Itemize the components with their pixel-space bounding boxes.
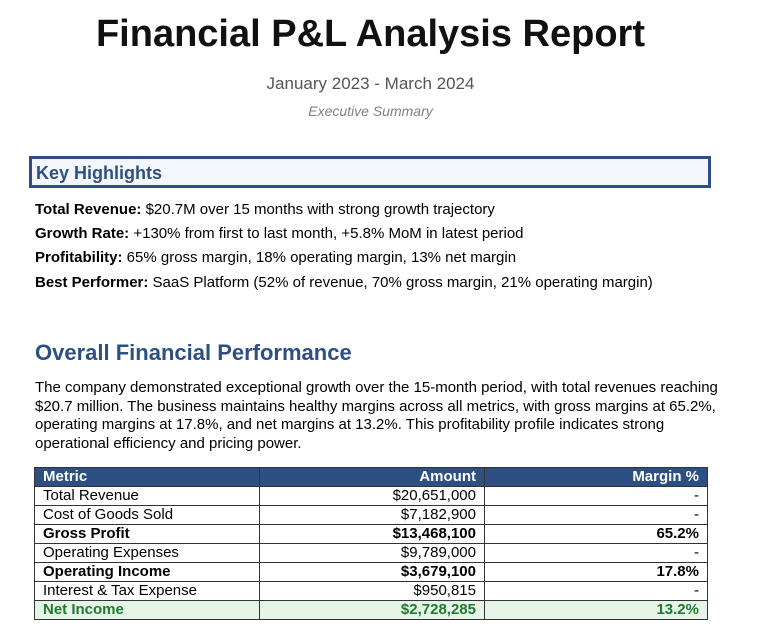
- table-row-net-income: Net Income $2,728,285 13.2%: [34, 600, 708, 620]
- amount-cell: $9,789,000: [259, 543, 485, 563]
- margin-cell: -: [484, 505, 708, 525]
- highlight-label: Best Performer:: [35, 274, 149, 291]
- metric-cell: Gross Profit: [34, 524, 260, 544]
- report-period: January 2023 - March 2024: [266, 74, 475, 93]
- table-row: Gross Profit $13,468,100 65.2%: [34, 524, 708, 544]
- highlight-profitability: Profitability: 65% gross margin, 18% ope…: [35, 248, 715, 267]
- highlight-text: 65% gross margin, 18% operating margin, …: [122, 249, 517, 266]
- section-title-performance: Overall Financial Performance: [35, 340, 352, 365]
- metric-cell: Interest & Tax Expense: [34, 581, 260, 601]
- metric-cell: Operating Expenses: [34, 543, 260, 563]
- margin-cell: 17.8%: [484, 562, 708, 582]
- amount-cell: $950,815: [259, 581, 485, 601]
- report-title: Financial P&L Analysis Report: [95, 13, 646, 55]
- amount-cell: $13,468,100: [259, 524, 485, 544]
- column-header-margin: Margin %: [484, 467, 708, 487]
- margin-cell: -: [484, 543, 708, 563]
- table-header-row: Metric Amount Margin %: [34, 467, 708, 487]
- table-row: Total Revenue $20,651,000 -: [34, 486, 708, 506]
- table-row: Interest & Tax Expense $950,815 -: [34, 581, 708, 601]
- highlight-text: SaaS Platform (52% of revenue, 70% gross…: [148, 274, 653, 291]
- key-highlights-title: Key Highlights: [36, 163, 163, 183]
- column-header-amount: Amount: [259, 467, 485, 487]
- highlight-text: $20.7M over 15 months with strong growth…: [141, 201, 495, 218]
- margin-cell: 13.2%: [484, 600, 708, 620]
- table-row: Cost of Goods Sold $7,182,900 -: [34, 505, 708, 525]
- margin-cell: 65.2%: [484, 524, 708, 544]
- key-highlights-header: Key Highlights: [29, 156, 711, 188]
- amount-cell: $2,728,285: [259, 600, 485, 620]
- highlight-label: Profitability:: [35, 249, 123, 266]
- highlight-best-performer: Best Performer: SaaS Platform (52% of re…: [35, 273, 715, 292]
- table-row: Operating Expenses $9,789,000 -: [34, 543, 708, 563]
- amount-cell: $7,182,900: [259, 505, 485, 525]
- metric-cell: Operating Income: [34, 562, 260, 582]
- highlight-total-revenue: Total Revenue: $20.7M over 15 months wit…: [35, 200, 715, 219]
- column-header-metric: Metric: [34, 467, 260, 487]
- highlight-label: Growth Rate:: [35, 225, 130, 242]
- metric-cell: Total Revenue: [34, 486, 260, 506]
- margin-cell: -: [484, 486, 708, 506]
- pl-summary-table: Metric Amount Margin % Total Revenue $20…: [34, 467, 708, 620]
- metric-cell: Cost of Goods Sold: [34, 505, 260, 525]
- highlight-label: Total Revenue:: [35, 201, 142, 218]
- amount-cell: $3,679,100: [259, 562, 485, 582]
- highlight-growth-rate: Growth Rate: +130% from first to last mo…: [35, 224, 715, 243]
- highlight-text: +130% from first to last month, +5.8% Mo…: [129, 225, 524, 242]
- performance-paragraph: The company demonstrated exceptional gro…: [35, 379, 718, 452]
- metric-cell: Net Income: [34, 600, 260, 620]
- table-row: Operating Income $3,679,100 17.8%: [34, 562, 708, 582]
- report-tagline: Executive Summary: [308, 103, 433, 119]
- margin-cell: -: [484, 581, 708, 601]
- amount-cell: $20,651,000: [259, 486, 485, 506]
